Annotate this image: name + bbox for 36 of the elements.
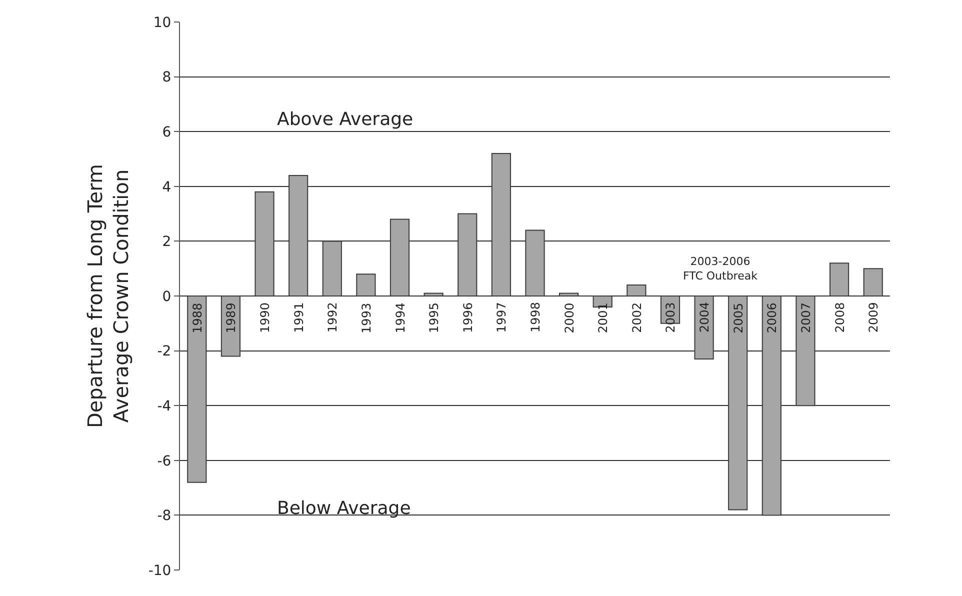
x-tick-label: 1993 [359,302,374,334]
y-axis-title: Departure from Long Term Average Crown Condition [82,164,133,428]
x-tick-label: 1988 [190,302,204,334]
x-tick-label: 2004 [698,302,712,333]
y-tick-label: 2 [162,234,172,250]
x-tick-label: 1997 [494,302,509,333]
annotation: Below Average [277,498,411,519]
y-tick-label: 0 [162,288,172,305]
x-tick-label: 2001 [596,302,610,334]
y-tick-label: 4 [162,179,172,196]
x-tick-label: 2008 [832,302,847,333]
x-tick-label: 2007 [798,302,813,333]
y-tick-label: -6 [157,453,172,470]
y-tick-label: 8 [162,70,172,86]
annotation: 2003-2006 FTC Outbreak [683,255,758,282]
x-tick-label: 2005 [731,302,746,334]
x-tick-label: 2006 [765,302,780,334]
y-tick-label: -8 [157,508,172,524]
x-tick-label: 2000 [562,302,576,334]
x-tick-label: 1991 [292,302,306,333]
x-tick-label: 1992 [326,302,340,333]
x-tick-label: 2009 [866,302,881,333]
x-tick-label: 1989 [224,302,238,334]
y-tick-label: -10 [148,562,172,579]
x-tick-label: 2002 [630,302,644,333]
x-tick-label: 1998 [528,302,542,332]
y-tick-label: -4 [157,398,172,414]
x-tick-label: 1996 [460,302,475,333]
y-tick-label: 6 [162,124,172,140]
y-tick-label: -2 [157,344,172,360]
x-tick-label: 1995 [427,302,442,334]
y-tick-label: 10 [153,14,172,31]
x-tick-label: 2003 [664,302,678,333]
annotation: Above Average [277,109,414,130]
x-tick-label: 1994 [393,302,408,334]
x-tick-label: 1990 [258,302,272,334]
